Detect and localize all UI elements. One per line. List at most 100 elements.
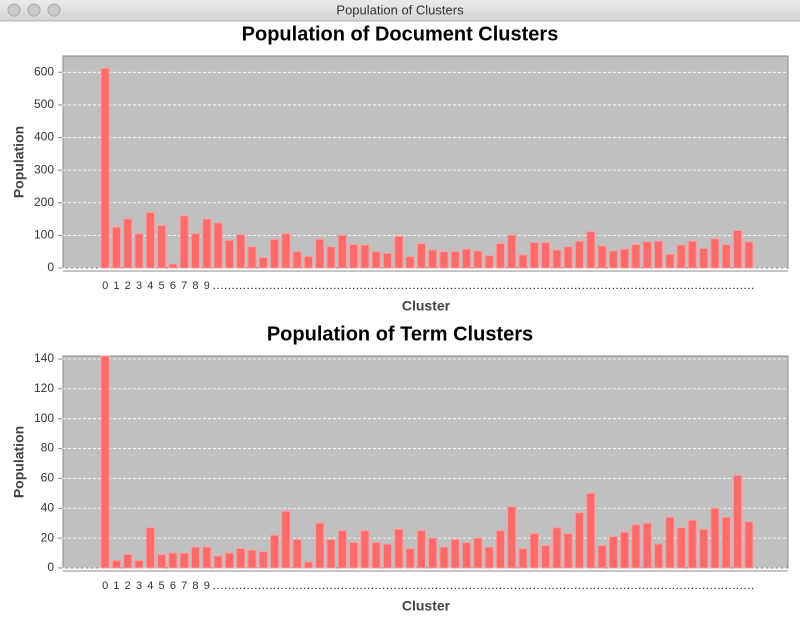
x-tick-label: 3 — [136, 580, 142, 592]
x-tick-label: ... — [393, 280, 404, 292]
bar — [394, 235, 404, 269]
bar — [620, 531, 630, 569]
y-tick-label: 300 — [34, 162, 54, 176]
x-tick-label: ... — [585, 580, 596, 592]
x-tick-label: 8 — [192, 580, 198, 592]
bar — [461, 542, 472, 569]
bar — [665, 253, 675, 269]
title-bar — [0, 0, 800, 21]
bar — [213, 555, 223, 569]
x-tick-label: 1 — [113, 280, 119, 292]
x-tick-label: ... — [596, 280, 607, 292]
x-tick-label: ... — [461, 280, 472, 292]
x-tick-label: ... — [337, 580, 348, 592]
x-tick-label: 7 — [181, 280, 187, 292]
x-tick-label: ... — [687, 580, 698, 592]
x-tick-label: ... — [371, 280, 382, 292]
x-tick-label: ... — [642, 580, 653, 592]
bar — [168, 552, 178, 569]
bar — [699, 528, 709, 569]
x-tick-label: ... — [743, 580, 754, 592]
x-tick-label: ... — [404, 580, 415, 592]
x-tick-label: ... — [721, 280, 732, 292]
bar — [608, 250, 618, 269]
x-axis-label: Cluster — [402, 298, 451, 314]
x-tick-label: ... — [732, 580, 743, 592]
bar — [349, 542, 359, 569]
x-tick-label: ... — [563, 580, 574, 592]
y-tick-label: 0 — [47, 560, 54, 574]
x-tick-label: ... — [664, 280, 675, 292]
y-tick-label: 20 — [41, 530, 55, 544]
bar — [484, 546, 494, 569]
bar — [495, 530, 505, 569]
bar — [337, 234, 347, 269]
x-tick-label: ... — [224, 280, 235, 292]
bar — [100, 355, 110, 569]
minimize-button[interactable] — [27, 3, 41, 17]
x-tick-label: ... — [427, 580, 438, 592]
x-tick-label: ... — [506, 280, 517, 292]
x-tick-label: ... — [280, 280, 291, 292]
x-tick-label: ... — [235, 280, 246, 292]
bar — [744, 241, 754, 269]
x-tick-label: ... — [269, 580, 280, 592]
zoom-button[interactable] — [47, 3, 61, 17]
bar — [484, 255, 494, 269]
x-tick-label: ... — [585, 280, 596, 292]
bar — [281, 510, 291, 569]
bar — [597, 245, 607, 269]
x-tick-label: ... — [551, 580, 562, 592]
x-tick-label: ... — [291, 280, 302, 292]
bar — [179, 215, 189, 269]
x-tick-label: ... — [483, 280, 494, 292]
chart-title: Population of Document Clusters — [242, 23, 559, 45]
x-tick-label: ... — [359, 280, 370, 292]
bar — [111, 560, 122, 569]
x-tick-label: ... — [675, 280, 686, 292]
y-tick-label: 40 — [41, 500, 55, 514]
x-tick-label: ... — [472, 580, 483, 592]
x-tick-label: 6 — [170, 580, 176, 592]
y-tick-label: 600 — [34, 64, 54, 78]
x-tick-label: ... — [382, 280, 393, 292]
x-tick-label: ... — [608, 280, 619, 292]
x-tick-label: 5 — [159, 580, 165, 592]
x-tick-label: ... — [438, 280, 449, 292]
x-tick-label: ... — [596, 580, 607, 592]
bar — [326, 246, 336, 269]
bar — [518, 254, 528, 269]
bar — [236, 548, 246, 569]
x-tick-label: ... — [675, 580, 686, 592]
x-tick-label: ... — [382, 580, 393, 592]
x-tick-label: ... — [246, 580, 257, 592]
bar — [608, 536, 618, 569]
x-tick-label: 1 — [113, 580, 119, 592]
x-tick-label: 5 — [159, 280, 165, 292]
x-tick-label: ... — [393, 580, 404, 592]
x-tick-label: 3 — [136, 280, 142, 292]
bar — [518, 548, 528, 569]
bar — [676, 244, 686, 269]
bar — [236, 234, 246, 269]
x-tick-label: ... — [348, 580, 359, 592]
x-tick-label: ... — [212, 280, 223, 292]
x-tick-label: ... — [269, 280, 280, 292]
x-tick-label: ... — [224, 580, 235, 592]
x-tick-label: 4 — [147, 280, 153, 292]
x-tick-label: ... — [574, 580, 585, 592]
x-tick-label: ... — [495, 580, 506, 592]
x-tick-label: ... — [416, 280, 427, 292]
bar — [360, 244, 370, 269]
bar — [428, 249, 438, 269]
bar — [710, 507, 720, 569]
x-tick-label: ... — [653, 580, 664, 592]
bar — [123, 554, 133, 569]
x-tick-label: ... — [291, 580, 302, 592]
y-tick-label: 60 — [41, 471, 55, 485]
close-button[interactable] — [7, 3, 21, 17]
bar — [699, 247, 709, 269]
bar — [574, 512, 585, 569]
x-tick-label: ... — [314, 280, 325, 292]
x-tick-label: ... — [529, 280, 540, 292]
